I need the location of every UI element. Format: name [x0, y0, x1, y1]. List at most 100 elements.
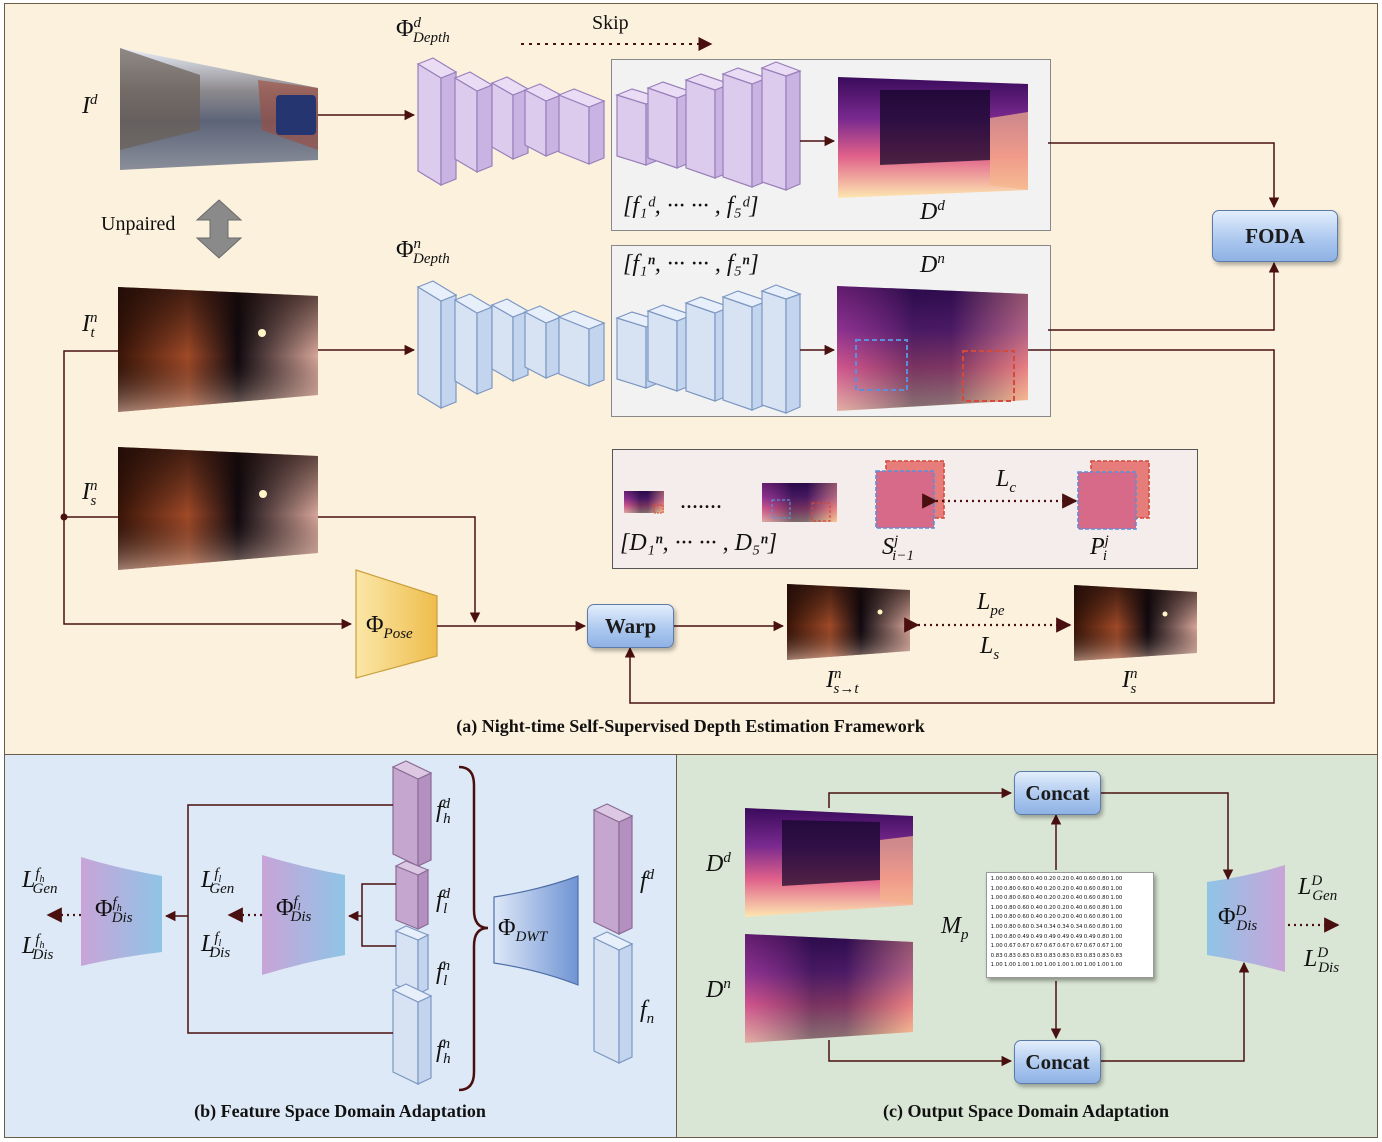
matrix-cell: 1.00: [990, 885, 1003, 892]
matrix-cell: 0.60: [1083, 904, 1096, 911]
matrix-cell: 1.00: [1110, 895, 1123, 902]
matrix-cell: 0.40: [1030, 904, 1043, 911]
matrix-cell: 0.67: [1043, 943, 1056, 950]
f-d-cuboid: [592, 803, 634, 935]
discriminator-fh: [81, 857, 162, 966]
source-image-bottom: [1074, 585, 1197, 661]
label-phi-depth-d: ΦdDepth: [396, 15, 450, 46]
matrix-cell: 0.20: [1043, 895, 1056, 902]
matrix-cell: 1.00: [990, 962, 1003, 969]
fl-d-cuboid: [394, 860, 430, 930]
matrix-cell: 0.67: [1097, 943, 1110, 950]
f-n-cuboid: [592, 931, 634, 1064]
unpaired-label: Unpaired: [101, 213, 176, 235]
matrix-cell: 0.49: [1030, 933, 1043, 940]
label-dots: .......: [680, 488, 722, 514]
label-L-pe: Lpe: [977, 589, 1005, 619]
matrix-cell: 0.80: [1003, 895, 1016, 902]
matrix-cell: 0.80: [1003, 885, 1016, 892]
matrix-row: 1.000.670.670.670.670.670.670.670.671.00: [990, 942, 1150, 952]
matrix-cell: 1.00: [990, 933, 1003, 940]
matrix-cell: 0.49: [1017, 933, 1030, 940]
dwt-network: [493, 875, 579, 986]
panel-a-connectors: [63, 37, 1280, 704]
matrix-cell: 1.00: [990, 876, 1003, 882]
matrix-cell: 0.40: [1070, 904, 1083, 911]
matrix-cell: 0.20: [1043, 876, 1056, 882]
matrix-cell: 1.00: [1110, 923, 1123, 930]
matrix-cell: 0.80: [1003, 876, 1016, 882]
night-depth-map-c: [745, 934, 913, 1043]
day-decoder: [615, 61, 802, 191]
patch-p: [1077, 460, 1150, 530]
matrix-cell: 0.20: [1043, 914, 1056, 921]
label-f-d: fd: [640, 867, 655, 894]
matrix-cell: 0.60: [1017, 895, 1030, 902]
matrix-cell: 0.83: [1003, 952, 1016, 959]
matrix-cell: 0.60: [1083, 914, 1096, 921]
label-I-t: Int: [82, 310, 98, 341]
matrix-cell: 0.40: [1070, 895, 1083, 902]
matrix-cell: 0.49: [1057, 933, 1070, 940]
matrix-cell: 0.80: [1097, 933, 1110, 940]
matrix-cell: 0.20: [1043, 904, 1056, 911]
label-I-s: Ins: [82, 478, 98, 509]
unpaired-double-arrow: [195, 199, 243, 259]
label-M-p: Mp: [941, 913, 969, 943]
feature-cuboids: [391, 760, 634, 1085]
matrix-cell: 0.83: [1110, 952, 1123, 959]
night-target-image: [118, 287, 318, 412]
pose-network: [355, 569, 438, 679]
matrix-cell: 0.80: [1097, 876, 1110, 882]
label-phi-dis-D: ΦDDis: [1218, 903, 1258, 934]
label-L-s: Ls: [980, 633, 1000, 663]
matrix-cell: 0.83: [1083, 952, 1096, 959]
label-I-s-to-t: Ins→t: [826, 666, 859, 697]
matrix-cell: 1.00: [1057, 962, 1070, 969]
matrix-cell: 1.00: [1083, 962, 1096, 969]
matrix-cell: 0.83: [1017, 952, 1030, 959]
warped-image: [787, 584, 910, 660]
matrix-cell: 1.00: [1110, 914, 1123, 921]
label-L-gen-fh: LfhGen: [22, 866, 58, 897]
day-depth-map: [838, 77, 1028, 198]
matrix-cell: 0.83: [990, 952, 1003, 959]
label-L-gen-D: LDGen: [1298, 873, 1338, 904]
matrix-cell: 0.40: [1030, 895, 1043, 902]
matrix-cell: 0.83: [1043, 952, 1056, 959]
matrix-cell: 1.00: [990, 904, 1003, 911]
mask-matrix-table: 1.000.800.600.400.200.200.400.600.801.00…: [986, 872, 1154, 978]
label-D-d-c: Dd: [706, 850, 731, 877]
label-S: Sji−1: [882, 533, 914, 564]
matrix-cell: 1.00: [1110, 876, 1123, 882]
matrix-cell: 0.40: [1030, 885, 1043, 892]
matrix-row: 1.000.800.600.400.200.200.400.600.801.00: [990, 894, 1150, 904]
matrix-cell: 0.40: [1030, 914, 1043, 921]
caption-b: (b) Feature Space Domain Adaptation: [194, 1101, 486, 1121]
matrix-cell: 0.83: [1097, 952, 1110, 959]
matrix-cell: 0.80: [1003, 904, 1016, 911]
label-fh-d: fdh: [436, 796, 451, 827]
matrix-cell: 0.60: [1017, 876, 1030, 882]
label-features-night: [f₁ⁿ, ··· ··· , f₅ⁿ]: [623, 251, 759, 277]
matrix-cell: 0.49: [1043, 933, 1056, 940]
matrix-row: 1.000.800.600.400.200.200.400.600.801.00: [990, 904, 1150, 914]
label-phi-dis-fh: ΦfhDis: [95, 895, 133, 926]
matrix-cell: 1.00: [1110, 904, 1123, 911]
feature-brace: [458, 765, 489, 1092]
matrix-cell: 0.60: [1083, 876, 1096, 882]
matrix-cell: 1.00: [1097, 962, 1110, 969]
matrix-cell: 1.00: [990, 895, 1003, 902]
matrix-cell: 1.00: [1017, 962, 1030, 969]
fl-n-cuboid: [394, 925, 430, 995]
matrix-cell: 0.40: [1070, 914, 1083, 921]
label-D-n: Dn: [920, 251, 945, 278]
label-L-gen-fl: LflGen: [201, 866, 235, 897]
matrix-cell: 0.60: [1083, 895, 1096, 902]
matrix-cell: 0.20: [1043, 885, 1056, 892]
matrix-cell: 0.40: [1070, 885, 1083, 892]
label-phi-dwt: ΦDWT: [498, 915, 548, 945]
matrix-cell: 0.60: [1017, 904, 1030, 911]
matrix-cell: 0.60: [1017, 923, 1030, 930]
matrix-cell: 0.34: [1057, 923, 1070, 930]
